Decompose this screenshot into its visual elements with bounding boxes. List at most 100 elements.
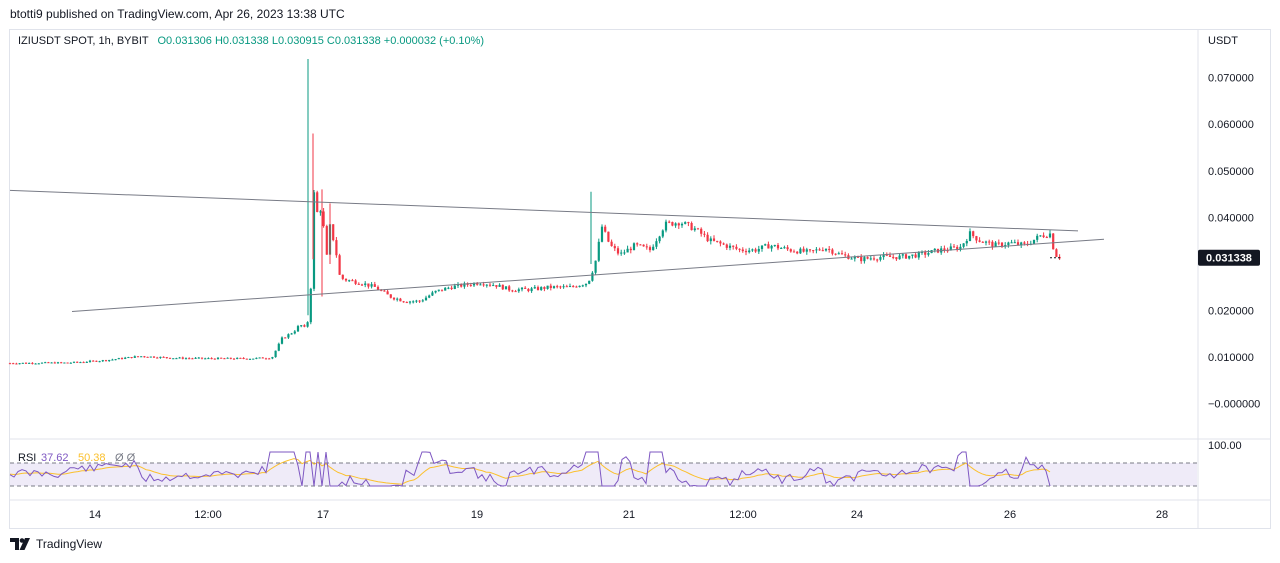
candle-body	[127, 357, 130, 359]
candle-body	[578, 285, 581, 288]
candle-body	[725, 244, 728, 248]
candle-body	[501, 284, 504, 290]
candle-body	[1023, 242, 1026, 244]
candle	[47, 361, 50, 364]
candle-body	[642, 244, 645, 247]
candle-body	[511, 290, 514, 292]
candle	[450, 285, 453, 291]
candle-body	[120, 358, 124, 360]
candle-body	[261, 357, 264, 359]
candle	[901, 253, 904, 259]
candle-body	[341, 274, 344, 279]
candle-body	[767, 244, 770, 249]
candle-body	[796, 251, 799, 254]
candle-body	[156, 357, 159, 359]
candle	[668, 220, 671, 224]
candle	[72, 361, 76, 364]
candle	[664, 219, 668, 233]
candle-body	[828, 248, 831, 250]
candle-body	[869, 258, 872, 260]
candle-body	[508, 286, 511, 291]
candle	[88, 359, 92, 363]
candle	[600, 224, 604, 243]
candle-body	[181, 357, 184, 359]
candle	[412, 300, 415, 304]
candle-body	[632, 243, 636, 251]
y-tick-label: 0.020000	[1208, 306, 1254, 318]
candle	[562, 284, 565, 289]
candle	[584, 283, 588, 288]
candle-body	[834, 253, 837, 255]
candle	[268, 357, 271, 360]
candle	[184, 357, 188, 360]
candle-body	[95, 360, 98, 362]
support-trendline	[71, 238, 1105, 312]
candle	[626, 245, 629, 253]
candle	[613, 243, 616, 252]
candle-body	[661, 230, 664, 237]
candle	[636, 242, 639, 247]
candle-body	[956, 247, 959, 250]
candle-body	[562, 286, 565, 288]
candle-body	[351, 280, 354, 282]
candle-body	[997, 242, 1000, 244]
candle-body	[21, 362, 24, 364]
candle-body	[213, 358, 216, 360]
candle-body	[1045, 237, 1048, 239]
candle-body	[850, 258, 853, 260]
candle-body	[616, 248, 620, 254]
candle-body	[879, 257, 882, 260]
candle-body	[264, 358, 268, 360]
candle	[1058, 254, 1061, 261]
candle	[1036, 233, 1039, 243]
candle-body	[92, 360, 95, 362]
candle-body	[447, 287, 450, 289]
candle-body	[79, 362, 82, 364]
candle-body	[415, 300, 418, 302]
chart-legend: IZIUSDT SPOT, 1h, BYBIT O0.031306 H0.031…	[18, 35, 484, 47]
candle	[236, 357, 239, 360]
rsi-band-fill	[10, 463, 1197, 486]
candle	[370, 282, 373, 289]
candle	[40, 362, 44, 364]
candle-body	[620, 252, 623, 254]
candle	[578, 285, 581, 288]
candle	[312, 189, 316, 292]
candle-body	[773, 245, 776, 247]
candle	[165, 357, 168, 359]
candle-body	[802, 248, 805, 252]
candle	[344, 278, 348, 282]
y-tick-label: −0.000000	[1208, 399, 1260, 411]
x-tick-label: 26	[1004, 509, 1016, 521]
candle	[258, 357, 261, 359]
candle	[53, 361, 56, 364]
candle-body	[952, 246, 956, 248]
candle	[834, 253, 837, 256]
candle-body	[882, 254, 885, 258]
candle	[501, 284, 504, 291]
candle-body	[8, 363, 12, 365]
candle-body	[1013, 242, 1016, 244]
candle-body	[69, 362, 72, 364]
candle	[828, 246, 831, 253]
tradingview-brand[interactable]: TradingView	[10, 537, 102, 551]
candle	[748, 247, 751, 254]
candle	[18, 362, 21, 365]
candle-body	[396, 298, 399, 300]
candle-body	[184, 358, 188, 360]
candle-body	[904, 254, 908, 259]
candle	[348, 279, 351, 283]
candle-body	[658, 236, 661, 242]
chart-frame[interactable]	[9, 29, 1271, 529]
candle	[1042, 232, 1045, 239]
candle	[716, 240, 719, 243]
candle	[700, 227, 703, 237]
candle-body	[805, 249, 808, 252]
candle	[568, 283, 572, 288]
candle	[588, 280, 591, 285]
candle-body	[405, 302, 408, 304]
candle	[687, 221, 690, 227]
candle-body	[47, 362, 50, 364]
candle-body	[402, 301, 405, 303]
